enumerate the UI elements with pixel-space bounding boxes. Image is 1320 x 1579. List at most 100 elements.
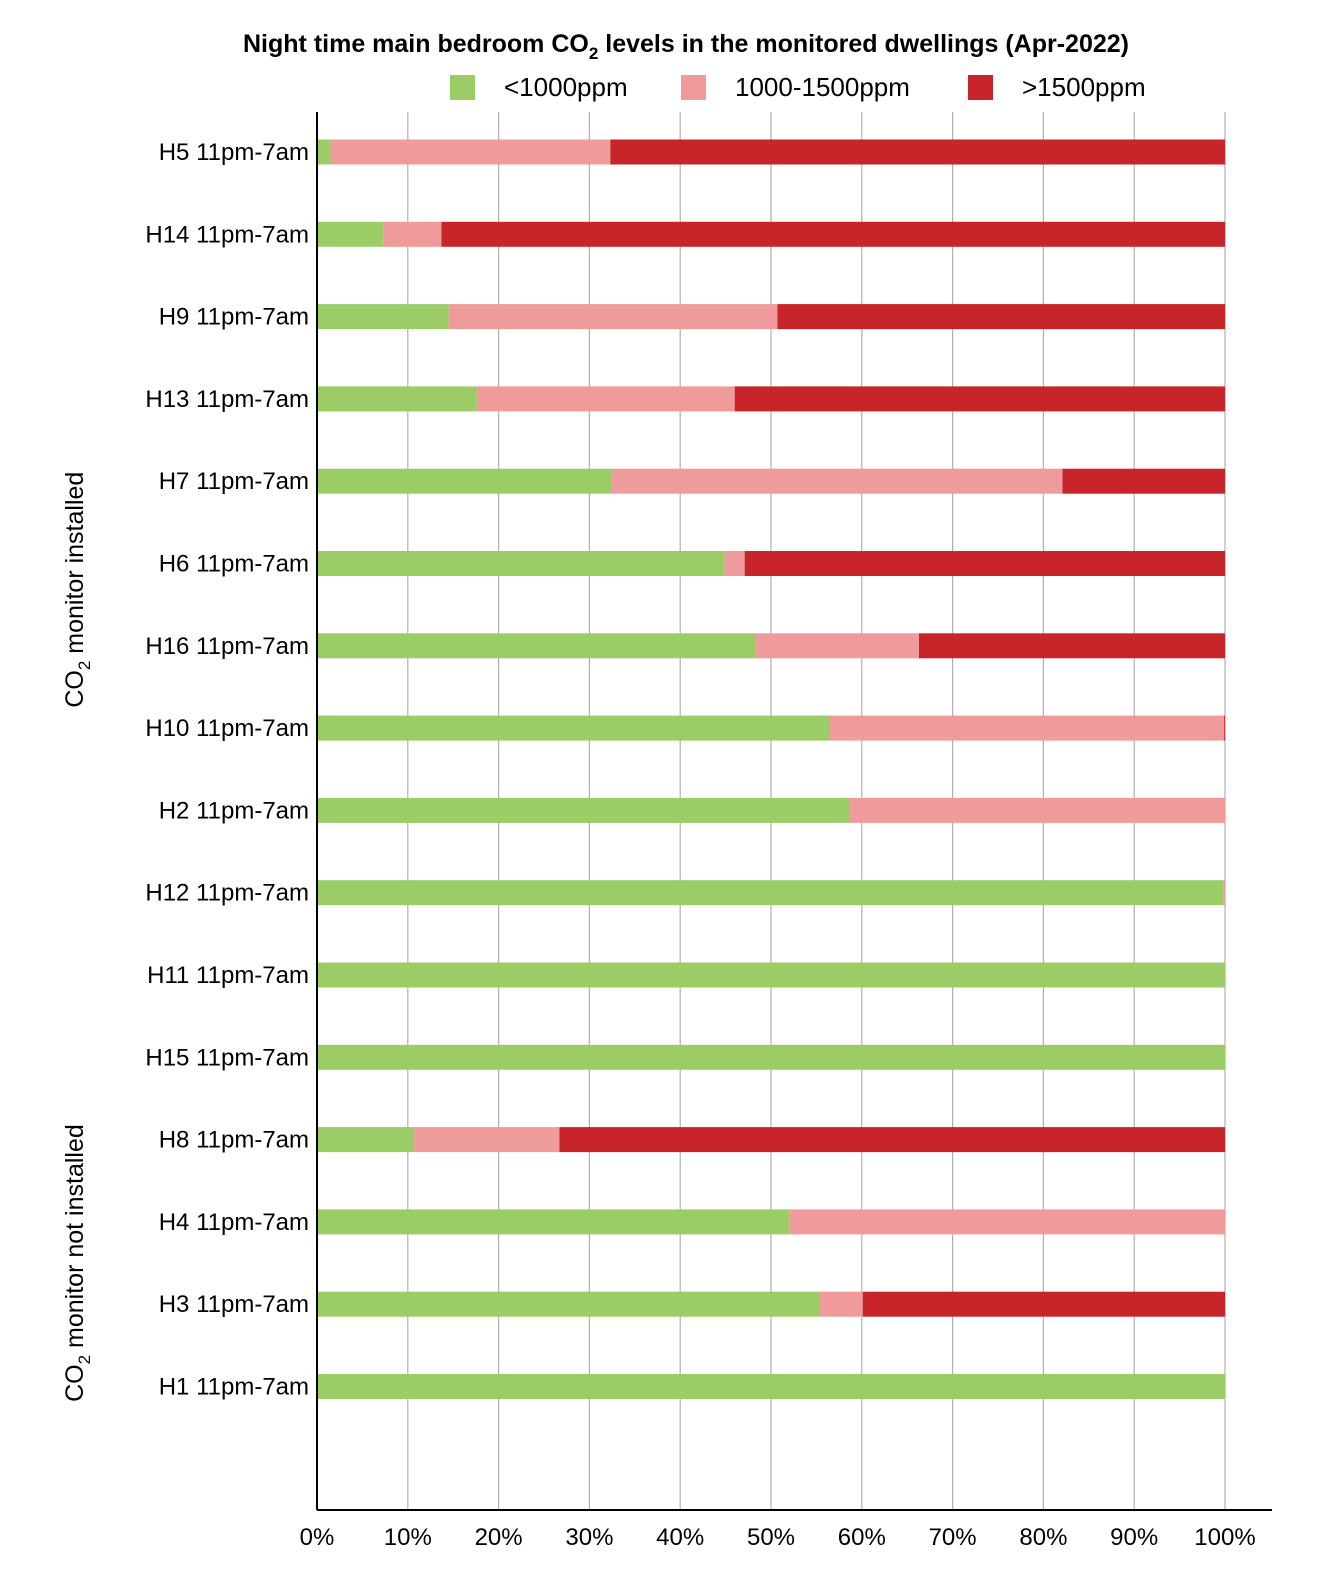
category-label-h5-11pm-7am: H5 11pm-7am	[159, 139, 309, 166]
category-label-h16-11pm-7am: H16 11pm-7am	[145, 633, 309, 660]
bar-h2-11pm-7am-1000-1500ppm	[849, 797, 1225, 823]
bar-h4-11pm-7am-1000ppm	[317, 1209, 790, 1235]
bar-row-h12-11pm-7am	[317, 880, 1225, 906]
bar-h14-11pm-7am-1500ppm	[441, 221, 1225, 247]
bar-row-h13-11pm-7am	[317, 386, 1225, 412]
bar-h10-11pm-7am-1500ppm	[1224, 715, 1225, 741]
bar-h4-11pm-7am-1000-1500ppm	[789, 1209, 1225, 1235]
bar-h16-11pm-7am-1000-1500ppm	[755, 633, 920, 659]
x-tick-label-20: 20%	[475, 1524, 523, 1551]
bar-row-h16-11pm-7am	[317, 633, 1225, 659]
bar-h9-11pm-7am-1000ppm	[317, 304, 449, 330]
bars	[317, 139, 1225, 1399]
x-tick-label-50: 50%	[747, 1524, 795, 1551]
bar-row-h7-11pm-7am	[317, 468, 1225, 494]
bar-h10-11pm-7am-1000-1500ppm	[830, 715, 1225, 741]
category-label-h7-11pm-7am: H7 11pm-7am	[159, 468, 309, 495]
category-label-h14-11pm-7am: H14 11pm-7am	[145, 221, 309, 248]
chart-title-prefix: Night time main bedroom CO	[243, 30, 589, 58]
x-tick-label-0: 0%	[300, 1524, 335, 1551]
bar-row-h2-11pm-7am	[317, 797, 1225, 823]
bar-h16-11pm-7am-1000ppm	[317, 633, 756, 659]
bar-h15-11pm-7am-1000ppm	[317, 1044, 1225, 1070]
bar-h5-11pm-7am-1000ppm	[317, 139, 331, 165]
category-label-h3-11pm-7am: H3 11pm-7am	[159, 1291, 309, 1318]
bar-h7-11pm-7am-1000-1500ppm	[612, 468, 1063, 494]
group-labels: CO2 monitor installed CO2 monitor not ins…	[61, 472, 94, 1402]
legend-label-1000ppm: <1000ppm	[504, 72, 628, 102]
bar-h12-11pm-7am-1000ppm	[317, 880, 1224, 906]
bar-row-h9-11pm-7am	[317, 304, 1225, 330]
legend-swatch-1000ppm	[450, 75, 475, 100]
x-tick-label-80: 80%	[1019, 1524, 1067, 1551]
bar-h7-11pm-7am-1500ppm	[1062, 468, 1225, 494]
x-tick-label-90: 90%	[1110, 1524, 1158, 1551]
category-label-h1-11pm-7am: H1 11pm-7am	[159, 1374, 309, 1401]
bar-h6-11pm-7am-1500ppm	[744, 551, 1225, 576]
category-label-h12-11pm-7am: H12 11pm-7am	[145, 880, 309, 907]
bar-h13-11pm-7am-1500ppm	[734, 386, 1225, 412]
category-label-h8-11pm-7am: H8 11pm-7am	[159, 1127, 309, 1154]
bar-h1-11pm-7am-1000ppm	[317, 1374, 1225, 1399]
bar-h7-11pm-7am-1000ppm	[317, 468, 613, 494]
bar-h12-11pm-7am-1000-1500ppm	[1223, 880, 1225, 906]
bar-row-h4-11pm-7am	[317, 1209, 1225, 1235]
bar-h5-11pm-7am-1000-1500ppm	[330, 139, 611, 165]
x-tick-label-10: 10%	[384, 1524, 432, 1551]
bar-h14-11pm-7am-1000-1500ppm	[383, 221, 442, 247]
chart-title: Night time main bedroom CO2 levels in th…	[243, 30, 1129, 63]
bar-h6-11pm-7am-1000-1500ppm	[724, 551, 745, 576]
bar-h13-11pm-7am-1000-1500ppm	[476, 386, 735, 412]
bar-row-h15-11pm-7am	[317, 1044, 1225, 1070]
bar-row-h8-11pm-7am	[317, 1127, 1225, 1153]
category-labels: H5 11pm-7am H14 11pm-7am H9 11pm-7am H13 11…	[145, 139, 309, 1401]
axes	[316, 112, 1272, 1511]
bar-h16-11pm-7am-1500ppm	[919, 633, 1225, 659]
category-label-h2-11pm-7am: H2 11pm-7am	[159, 797, 309, 824]
group-label-0: CO2 monitor installed	[61, 472, 94, 708]
x-tick-label-70: 70%	[929, 1524, 977, 1551]
bar-row-h10-11pm-7am	[317, 715, 1225, 741]
category-label-h13-11pm-7am: H13 11pm-7am	[145, 386, 309, 413]
legend: <1000ppm 1000-1500ppm >1500ppm	[450, 72, 1146, 102]
category-label-h15-11pm-7am: H15 11pm-7am	[145, 1044, 309, 1071]
legend-label-1500ppm: >1500ppm	[1022, 72, 1146, 102]
bar-h5-11pm-7am-1500ppm	[610, 139, 1225, 165]
bar-row-h5-11pm-7am	[317, 139, 1225, 165]
category-label-h10-11pm-7am: H10 11pm-7am	[145, 715, 309, 742]
x-tick-label-100: 100%	[1194, 1524, 1255, 1551]
category-label-h9-11pm-7am: H9 11pm-7am	[159, 304, 309, 331]
bar-h10-11pm-7am-1000ppm	[317, 715, 831, 741]
x-tick-label-40: 40%	[656, 1524, 704, 1551]
legend-swatch-1500ppm	[968, 75, 993, 100]
bar-h13-11pm-7am-1000ppm	[317, 386, 477, 412]
bar-h3-11pm-7am-1000-1500ppm	[820, 1291, 863, 1317]
x-tick-label-60: 60%	[838, 1524, 886, 1551]
bar-h9-11pm-7am-1500ppm	[777, 304, 1225, 330]
bar-h8-11pm-7am-1500ppm	[559, 1127, 1225, 1153]
bar-h3-11pm-7am-1000ppm	[317, 1291, 821, 1317]
chart-title-suffix: levels in the monitored dwellings (Apr-2…	[598, 30, 1129, 58]
legend-swatch-1000-1500ppm	[681, 75, 706, 100]
bar-h8-11pm-7am-1000-1500ppm	[414, 1127, 560, 1153]
bar-h14-11pm-7am-1000ppm	[317, 221, 384, 247]
legend-label-1000-1500ppm: 1000-1500ppm	[735, 72, 910, 102]
bar-row-h14-11pm-7am	[317, 221, 1225, 247]
bar-h2-11pm-7am-1000ppm	[317, 797, 850, 823]
bar-h3-11pm-7am-1500ppm	[862, 1291, 1225, 1317]
bar-h6-11pm-7am-1000ppm	[317, 551, 725, 576]
chart-title-subscript: 2	[589, 44, 598, 63]
bar-row-h3-11pm-7am	[317, 1291, 1225, 1317]
category-label-h4-11pm-7am: H4 11pm-7am	[159, 1209, 309, 1236]
bar-h8-11pm-7am-1000ppm	[317, 1127, 415, 1153]
bar-h9-11pm-7am-1000-1500ppm	[448, 304, 778, 330]
bar-h11-11pm-7am-1000ppm	[317, 962, 1225, 988]
x-tick-labels: 0% 10% 20% 30% 40% 50% 60% 70% 80% 90% 100%	[300, 1524, 1256, 1551]
bar-row-h11-11pm-7am	[317, 962, 1225, 988]
category-label-h6-11pm-7am: H6 11pm-7am	[159, 551, 309, 578]
bar-row-h1-11pm-7am	[317, 1374, 1225, 1399]
group-label-1: CO2 monitor not installed	[61, 1124, 94, 1402]
x-tick-label-30: 30%	[565, 1524, 613, 1551]
